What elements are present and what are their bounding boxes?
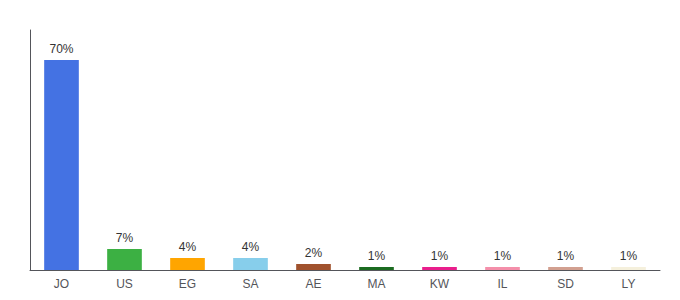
svg-text:1%: 1% [620, 249, 638, 263]
svg-text:JO: JO [54, 277, 69, 291]
svg-text:SA: SA [242, 277, 258, 291]
svg-text:IL: IL [497, 277, 507, 291]
svg-text:4%: 4% [179, 240, 197, 254]
svg-text:KW: KW [430, 277, 450, 291]
svg-text:2%: 2% [305, 246, 323, 260]
svg-text:1%: 1% [557, 249, 575, 263]
svg-text:1%: 1% [431, 249, 449, 263]
svg-text:AE: AE [305, 277, 321, 291]
svg-text:MA: MA [368, 277, 386, 291]
svg-text:7%: 7% [116, 231, 134, 245]
svg-text:US: US [116, 277, 133, 291]
svg-text:SD: SD [557, 277, 574, 291]
svg-text:EG: EG [179, 277, 196, 291]
svg-text:70%: 70% [49, 42, 73, 56]
svg-text:LY: LY [622, 277, 636, 291]
svg-text:1%: 1% [368, 249, 386, 263]
svg-text:1%: 1% [494, 249, 512, 263]
svg-text:4%: 4% [242, 240, 260, 254]
